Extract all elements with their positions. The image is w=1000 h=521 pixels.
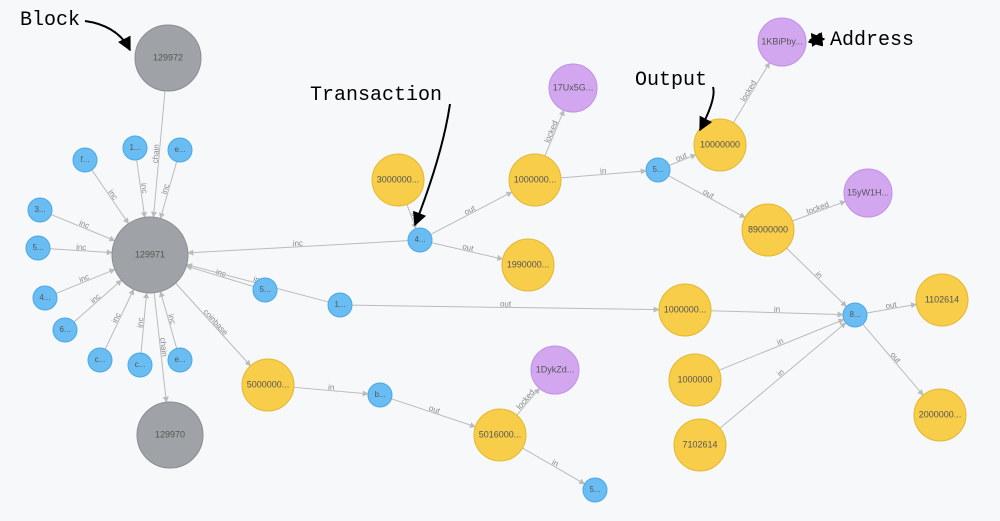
edge-label: out xyxy=(500,299,512,308)
edge-label: in xyxy=(600,166,607,175)
output-node[interactable]: 5000000... xyxy=(242,359,294,411)
tx-node[interactable]: 5... xyxy=(646,158,670,182)
edge-label: locked xyxy=(543,119,560,144)
edge-label: inc xyxy=(136,317,146,328)
tx-node[interactable]: c... xyxy=(88,348,112,372)
edge-label: in xyxy=(775,367,786,378)
tx-node[interactable]: 4... xyxy=(408,228,432,252)
output-node[interactable]: 1102614 xyxy=(916,274,968,326)
edge-label: inc xyxy=(78,272,91,284)
block-node[interactable]: 129971 xyxy=(112,217,188,293)
edge-label: out xyxy=(701,187,716,201)
edge-label: inc xyxy=(106,188,119,202)
block-node[interactable]: 129972 xyxy=(135,25,201,91)
nodes-layer: 129972 129971 129970 1... f... e... 3... 5... 4.… xyxy=(26,18,968,502)
edge-label: in xyxy=(328,382,335,392)
output-node[interactable]: 1000000... xyxy=(659,284,711,336)
edge-label: coinbase xyxy=(201,307,230,337)
address-node[interactable]: 17Ux5G... xyxy=(549,64,597,112)
edge-label: out xyxy=(674,150,688,163)
edge-label: out xyxy=(885,300,898,311)
tx-node[interactable]: f... xyxy=(73,148,97,172)
edge-label: inc xyxy=(160,183,171,195)
tx-node[interactable]: 5... xyxy=(253,278,277,302)
edge-label: locked xyxy=(515,388,537,411)
edge-label: inc xyxy=(78,218,91,230)
annotation-ann-tx: Transaction xyxy=(310,84,442,107)
address-node[interactable]: 1KBiPby... xyxy=(758,18,806,66)
output-node[interactable]: 5016000... xyxy=(474,409,526,461)
annotation-ann-block: Block xyxy=(20,9,80,32)
edge-label: inc xyxy=(166,313,177,325)
edge-label: out xyxy=(889,350,904,365)
edge-label: inc xyxy=(89,292,103,306)
block-node[interactable]: 129970 xyxy=(137,402,203,468)
edge-label: in xyxy=(774,305,780,314)
output-node[interactable]: 7102614 xyxy=(674,419,726,471)
edge-label: out xyxy=(462,242,476,253)
tx-node[interactable]: c... xyxy=(128,353,152,377)
edge-label: in xyxy=(776,336,785,347)
edge-label: inc xyxy=(76,242,87,252)
graph-canvas: chainchainincincincincincincincincincinc… xyxy=(0,0,1000,521)
annotation-ann-address: Address xyxy=(830,29,914,52)
edge-label: out xyxy=(463,203,478,216)
output-node[interactable]: 1000000 xyxy=(669,354,721,406)
output-node[interactable]: 89000000 xyxy=(742,204,794,256)
tx-node[interactable]: b... xyxy=(368,383,392,407)
annotation-ann-output: Output xyxy=(635,69,707,92)
output-node[interactable]: 1990000... xyxy=(502,239,554,291)
annotation-arrow xyxy=(415,104,450,225)
tx-node[interactable]: 4... xyxy=(33,286,57,310)
tx-node[interactable]: 1... xyxy=(328,293,352,317)
address-node[interactable]: 15yW1H... xyxy=(844,169,892,217)
tx-node[interactable]: 5... xyxy=(26,236,50,260)
tx-node[interactable]: e... xyxy=(168,138,192,162)
edge-label: inc xyxy=(110,311,123,324)
output-node[interactable]: 3000000... xyxy=(372,154,424,206)
output-node[interactable]: 2000000... xyxy=(914,389,966,441)
edge-label: chain xyxy=(158,337,169,357)
edge-label: chain xyxy=(150,144,161,164)
tx-node[interactable]: 6... xyxy=(53,318,77,342)
edge-label: inc xyxy=(292,239,303,249)
edge-label: out xyxy=(428,404,442,416)
tx-node[interactable]: 5... xyxy=(583,478,607,502)
edge-label: in xyxy=(814,270,825,281)
edge-label: inc xyxy=(215,267,227,279)
output-node[interactable]: 1000000... xyxy=(509,154,561,206)
tx-node[interactable]: 8... xyxy=(843,303,867,327)
edge-label: locked xyxy=(805,200,830,216)
edge-label: in xyxy=(550,458,560,469)
address-node[interactable]: 1DykZd... xyxy=(531,346,579,394)
tx-node[interactable]: 1... xyxy=(123,136,147,160)
tx-node[interactable]: e... xyxy=(168,348,192,372)
tx-node[interactable]: 3... xyxy=(28,198,52,222)
edge-label: locked xyxy=(739,79,759,103)
annotation-arrow xyxy=(85,21,130,50)
edge-label: inc xyxy=(139,182,149,193)
